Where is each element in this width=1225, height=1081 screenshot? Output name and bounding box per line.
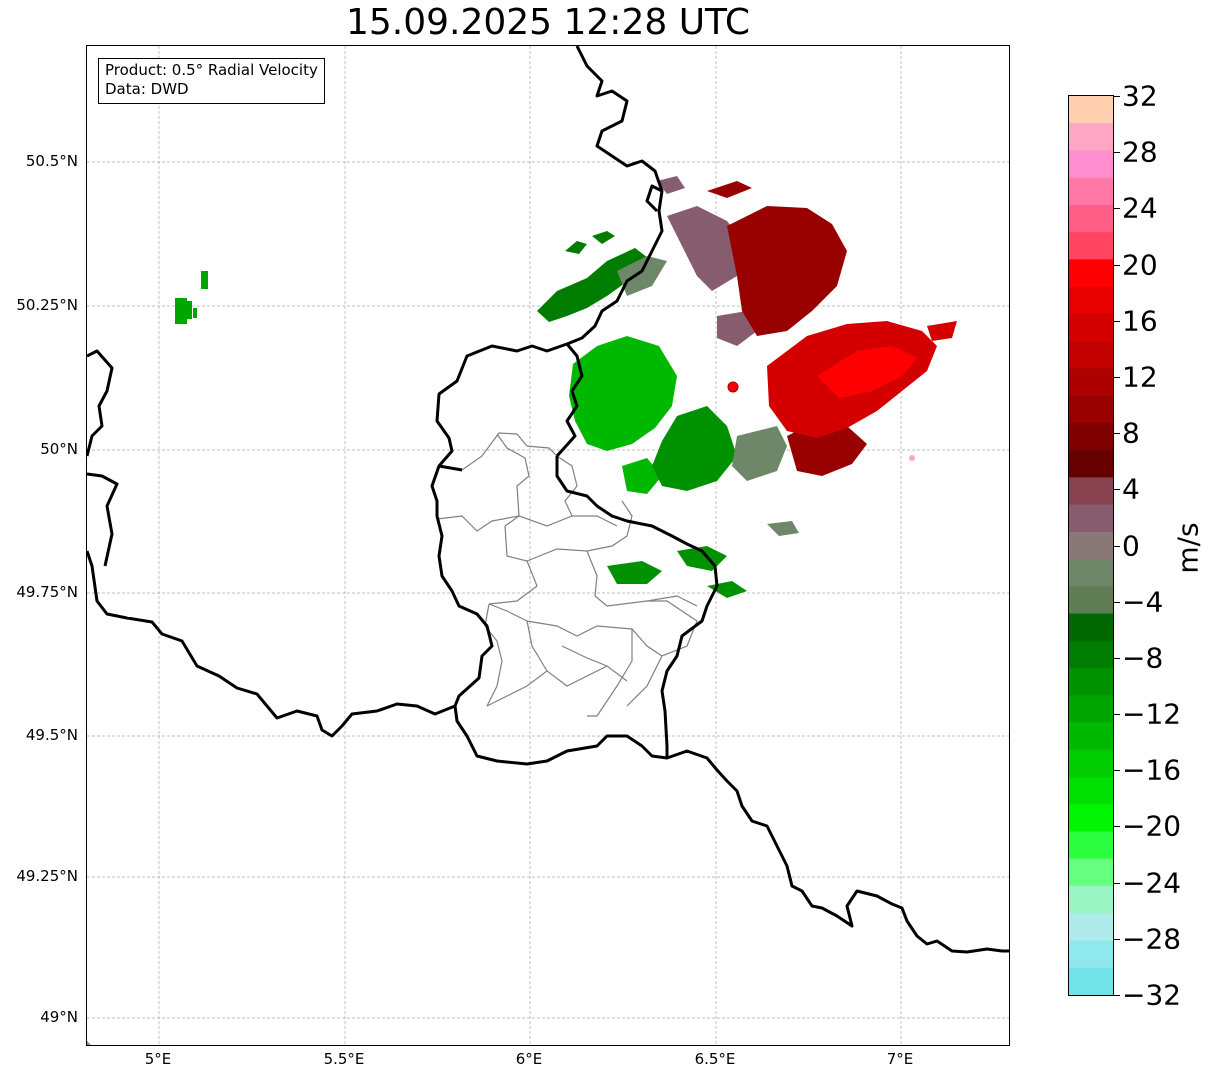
- colorbar-tick-label: −28: [1122, 922, 1182, 956]
- colorbar-segment: [1069, 313, 1113, 342]
- colorbar-tick-label: 8: [1122, 416, 1140, 450]
- lat-tick-label: 50.25°N: [16, 296, 78, 314]
- colorbar-tick-label: −16: [1122, 753, 1182, 787]
- colorbar-segment: [1069, 695, 1113, 724]
- product-label: Product: 0.5° Radial Velocity: [105, 61, 318, 79]
- lat-tick-label: 49.25°N: [16, 867, 78, 885]
- lon-tick-label: 7°E: [886, 1050, 914, 1068]
- country-borders: [87, 46, 1009, 954]
- colorbar-segment: [1069, 341, 1113, 370]
- colorbar-tick-label: 4: [1122, 472, 1140, 506]
- colorbar-tick-label: −20: [1122, 809, 1182, 843]
- lat-tick-label: 49°N: [40, 1008, 78, 1026]
- echo-pink-speck: [909, 455, 915, 461]
- echo-greenish-gray: [617, 256, 799, 536]
- colorbar-segment: [1069, 96, 1113, 124]
- colorbar-tick-mark: [1113, 657, 1120, 659]
- colorbar-segment: [1069, 940, 1113, 969]
- radar-echoes: [175, 176, 957, 598]
- data-source-label: Data: DWD: [105, 80, 189, 98]
- colorbar-segment: [1069, 232, 1113, 261]
- colorbar-segment: [1069, 422, 1113, 451]
- colorbar-segment: [1069, 668, 1113, 696]
- lat-tick-label: 49.75°N: [16, 583, 78, 601]
- map-frame[interactable]: Product: 0.5° Radial Velocity Data: DWD: [86, 45, 1010, 1046]
- radar-site-marker: [727, 381, 739, 393]
- colorbar-segment: [1069, 477, 1113, 506]
- colorbar-segment: [1069, 123, 1113, 152]
- echo-gray-pink: [657, 176, 757, 346]
- lon-tick-label: 5°E: [144, 1050, 172, 1068]
- colorbar-segment: [1069, 204, 1113, 233]
- colorbar-segment: [1069, 504, 1113, 533]
- colorbar-segment: [1069, 640, 1113, 669]
- echo-green-mid: [569, 336, 677, 494]
- colorbar-tick-mark: [1113, 714, 1120, 716]
- colorbar-segment: [1069, 913, 1113, 942]
- colorbar-segment: [1069, 150, 1113, 179]
- echo-small-west: [175, 271, 208, 324]
- colorbar-tick-label: 20: [1122, 248, 1158, 282]
- colorbar-tick-mark: [1113, 376, 1120, 378]
- colorbar-segment: [1069, 395, 1113, 424]
- colorbar-tick-label: 12: [1122, 360, 1158, 394]
- colorbar-segment: [1069, 749, 1113, 778]
- lon-tick-label: 6.5°E: [694, 1050, 736, 1068]
- colorbar-tick-mark: [1113, 152, 1120, 154]
- colorbar-segment: [1069, 559, 1113, 587]
- colorbar-segment: [1069, 259, 1113, 288]
- colorbar-segment: [1069, 831, 1113, 860]
- colorbar-tick-mark: [1113, 264, 1120, 266]
- colorbar-segment: [1069, 531, 1113, 560]
- colorbar-tick-mark: [1113, 320, 1120, 322]
- colorbar-tick-mark: [1113, 938, 1120, 940]
- colorbar-tick-mark: [1113, 882, 1120, 884]
- colorbar-tick-mark: [1113, 208, 1120, 210]
- colorbar-tick-label: 0: [1122, 529, 1140, 562]
- colorbar-tick-label: 28: [1122, 135, 1158, 169]
- lon-tick-label: 6°E: [515, 1050, 543, 1068]
- corner-marker: [87, 1041, 91, 1045]
- colorbar-tick-mark: [1113, 489, 1120, 491]
- velocity-colorbar: [1068, 95, 1114, 996]
- colorbar-segment: [1069, 450, 1113, 478]
- colorbar-segment: [1069, 368, 1113, 397]
- colorbar-tick-label: 24: [1122, 191, 1158, 225]
- colorbar-tick-label: −32: [1122, 978, 1182, 1012]
- map-title: 15.09.2025 12:28 UTC: [345, 2, 751, 43]
- colorbar-segment: [1069, 177, 1113, 206]
- colorbar-tick-label: −4: [1122, 585, 1164, 619]
- colorbar-tick-label: −12: [1122, 697, 1182, 731]
- colorbar-tick-label: −8: [1122, 641, 1164, 675]
- colorbar-tick-mark: [1113, 433, 1120, 435]
- colorbar-unit-label: m/s: [1171, 522, 1205, 574]
- colorbar-segment: [1069, 586, 1113, 615]
- colorbar-tick-mark: [1113, 96, 1120, 97]
- colorbar-tick-label: 32: [1122, 79, 1158, 113]
- lon-tick-label: 5.5°E: [323, 1050, 365, 1068]
- product-info-box: Product: 0.5° Radial Velocity Data: DWD: [98, 58, 325, 104]
- colorbar-tick-mark: [1113, 826, 1120, 828]
- lat-tick-label: 50°N: [40, 440, 78, 458]
- colorbar-tick-mark: [1113, 770, 1120, 772]
- colorbar-segment: [1069, 286, 1113, 315]
- colorbar-segment: [1069, 722, 1113, 751]
- colorbar-segment: [1069, 804, 1113, 833]
- echo-green-dark-north: [537, 231, 652, 322]
- colorbar-segment: [1069, 967, 1113, 995]
- colorbar-segment: [1069, 777, 1113, 805]
- echo-bright-red: [817, 346, 917, 398]
- colorbar-tick-label: 16: [1122, 304, 1158, 338]
- colorbar-segment: [1069, 886, 1113, 914]
- lat-tick-label: 50.5°N: [25, 152, 78, 170]
- colorbar-tick-label: −24: [1122, 866, 1182, 900]
- colorbar-tick-mark: [1113, 601, 1120, 603]
- lat-tick-label: 49.5°N: [25, 726, 78, 744]
- colorbar-segment: [1069, 613, 1113, 642]
- colorbar-tick-mark: [1113, 995, 1120, 996]
- colorbar-tick-mark: [1113, 545, 1120, 547]
- colorbar-segment: [1069, 858, 1113, 887]
